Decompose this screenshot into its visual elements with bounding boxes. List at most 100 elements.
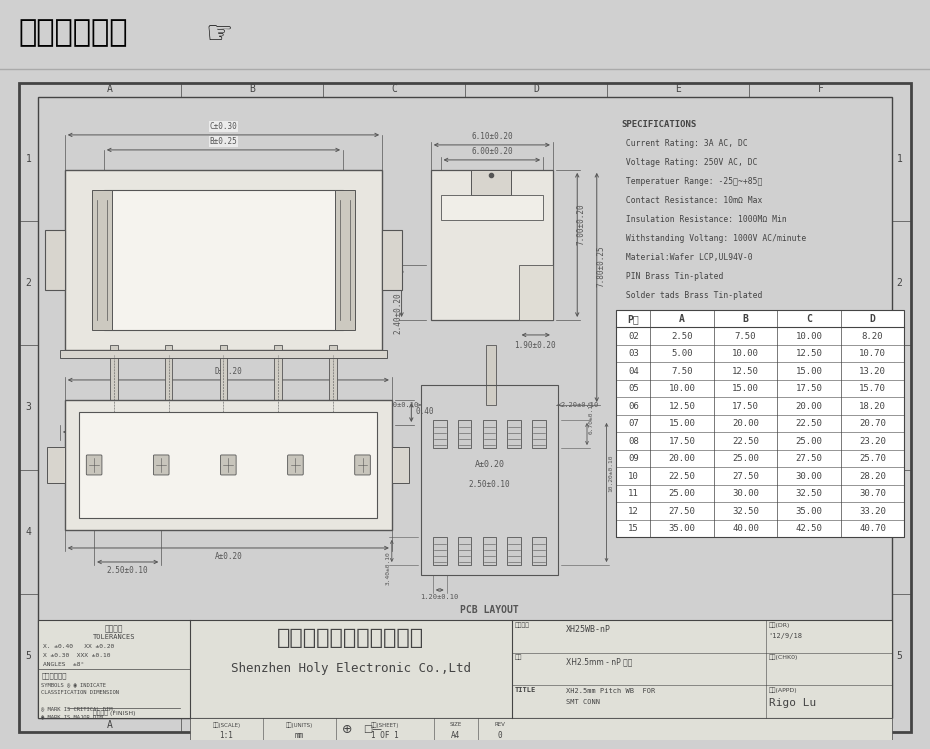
Bar bbox=[471, 170, 511, 195]
Text: 10.20±0.10: 10.20±0.10 bbox=[608, 455, 613, 493]
Bar bbox=[519, 265, 552, 320]
Bar bbox=[486, 345, 497, 405]
Text: 10: 10 bbox=[628, 472, 639, 481]
Text: TITLE: TITLE bbox=[515, 688, 536, 694]
Text: D±0.20: D±0.20 bbox=[215, 367, 242, 376]
Text: 1.20±0.10: 1.20±0.10 bbox=[420, 594, 458, 600]
Text: 17.50: 17.50 bbox=[795, 384, 822, 393]
Text: '12/9/18: '12/9/18 bbox=[768, 633, 803, 639]
Text: 5: 5 bbox=[897, 651, 902, 661]
Text: 27.50: 27.50 bbox=[669, 507, 696, 516]
Text: 30.00: 30.00 bbox=[795, 472, 822, 481]
Text: 10.00: 10.00 bbox=[669, 384, 696, 393]
Text: 15.00: 15.00 bbox=[669, 419, 696, 428]
Bar bbox=[60, 350, 387, 358]
Text: 28.20: 28.20 bbox=[859, 472, 886, 481]
Polygon shape bbox=[165, 415, 172, 428]
Text: 比例(SCALE): 比例(SCALE) bbox=[212, 722, 241, 727]
Text: 42.50: 42.50 bbox=[795, 524, 822, 533]
Text: D: D bbox=[533, 84, 539, 94]
Text: 04: 04 bbox=[628, 367, 639, 376]
Text: 15.70: 15.70 bbox=[859, 384, 886, 393]
Text: 10.70: 10.70 bbox=[859, 349, 886, 358]
Text: 4: 4 bbox=[26, 527, 32, 537]
Bar bbox=[617, 310, 904, 538]
FancyBboxPatch shape bbox=[354, 455, 370, 475]
Text: 表面处理 (FINISH): 表面处理 (FINISH) bbox=[93, 710, 136, 716]
Text: TOLERANCES: TOLERANCES bbox=[93, 634, 136, 640]
Text: 27.50: 27.50 bbox=[732, 472, 759, 481]
Text: F: F bbox=[817, 84, 823, 94]
FancyBboxPatch shape bbox=[287, 455, 303, 475]
Bar bbox=[79, 412, 378, 518]
Text: 03: 03 bbox=[628, 349, 639, 358]
Bar bbox=[483, 420, 497, 448]
Text: SPECIFICATIONS: SPECIFICATIONS bbox=[621, 120, 697, 129]
Text: ANGLES  ±8°: ANGLES ±8° bbox=[44, 662, 85, 667]
Text: REV: REV bbox=[494, 722, 505, 727]
Text: XH2.5mm - nP 卧贴: XH2.5mm - nP 卧贴 bbox=[565, 658, 631, 667]
Text: X ±0.30  XXX ±0.10: X ±0.30 XXX ±0.10 bbox=[44, 653, 111, 658]
Text: 7.00±0.20: 7.00±0.20 bbox=[577, 203, 586, 245]
Text: XH2.5mm Pitch WB  FOR: XH2.5mm Pitch WB FOR bbox=[565, 688, 655, 694]
Text: 33.20: 33.20 bbox=[859, 507, 886, 516]
Text: 02: 02 bbox=[628, 332, 639, 341]
Text: 32.50: 32.50 bbox=[732, 507, 759, 516]
Polygon shape bbox=[110, 415, 117, 428]
FancyBboxPatch shape bbox=[92, 190, 112, 330]
Text: 13.20: 13.20 bbox=[859, 367, 886, 376]
Text: 22.50: 22.50 bbox=[669, 472, 696, 481]
Text: 2.40±0.20: 2.40±0.20 bbox=[393, 292, 402, 334]
Text: SIZE: SIZE bbox=[449, 722, 462, 727]
Text: 30.00: 30.00 bbox=[732, 489, 759, 498]
Text: Shenzhen Holy Electronic Co.,Ltd: Shenzhen Holy Electronic Co.,Ltd bbox=[231, 662, 471, 675]
Text: 32.50: 32.50 bbox=[795, 489, 822, 498]
Bar bbox=[432, 420, 446, 448]
Text: 张数(SHEET): 张数(SHEET) bbox=[371, 722, 399, 727]
Bar bbox=[190, 718, 892, 740]
Text: A: A bbox=[679, 314, 685, 324]
Text: 12.50: 12.50 bbox=[795, 349, 822, 358]
Text: mm: mm bbox=[295, 731, 304, 740]
Text: 2.50±0.10: 2.50±0.10 bbox=[469, 480, 511, 489]
Text: Withstanding Voltang: 1000V AC/minute: Withstanding Voltang: 1000V AC/minute bbox=[621, 234, 806, 243]
Text: D: D bbox=[533, 720, 539, 730]
Bar bbox=[38, 620, 892, 718]
Text: 品名: 品名 bbox=[515, 655, 523, 661]
Bar bbox=[458, 420, 472, 448]
Bar bbox=[421, 385, 558, 575]
Polygon shape bbox=[274, 415, 282, 428]
Text: 22.50: 22.50 bbox=[795, 419, 822, 428]
Bar bbox=[532, 420, 546, 448]
Text: B: B bbox=[249, 720, 255, 730]
Text: ☞: ☞ bbox=[205, 20, 232, 49]
Text: 1 OF 1: 1 OF 1 bbox=[371, 731, 399, 740]
Text: E: E bbox=[675, 720, 681, 730]
Bar bbox=[104, 190, 343, 330]
Text: 40.70: 40.70 bbox=[859, 524, 886, 533]
Text: Voltage Rating: 250V AC, DC: Voltage Rating: 250V AC, DC bbox=[621, 158, 758, 167]
Text: 25.00: 25.00 bbox=[795, 437, 822, 446]
Text: A: A bbox=[107, 720, 113, 730]
Text: 单位(UNITS): 单位(UNITS) bbox=[286, 722, 313, 727]
Bar bbox=[46, 230, 65, 290]
Text: C: C bbox=[391, 84, 397, 94]
Text: 20.00: 20.00 bbox=[669, 454, 696, 463]
Text: 深圳市宏利电子有限公司: 深圳市宏利电子有限公司 bbox=[277, 628, 424, 648]
Text: 2.20±0.10: 2.20±0.10 bbox=[561, 402, 599, 408]
Text: C±0.30: C±0.30 bbox=[209, 122, 237, 131]
Text: 15: 15 bbox=[628, 524, 639, 533]
Text: 23.20: 23.20 bbox=[859, 437, 886, 446]
Text: 3: 3 bbox=[26, 402, 32, 413]
Text: ◉ MARK IS MAJOR DIM.: ◉ MARK IS MAJOR DIM. bbox=[42, 714, 106, 719]
Bar bbox=[432, 537, 446, 565]
Text: X. ±0.40   XX ±0.20: X. ±0.40 XX ±0.20 bbox=[44, 644, 114, 649]
Text: 核准(APPD): 核准(APPD) bbox=[768, 688, 797, 693]
Text: Contact Resistance: 10mΩ Max: Contact Resistance: 10mΩ Max bbox=[621, 196, 763, 205]
Bar bbox=[65, 400, 392, 530]
Text: 0: 0 bbox=[498, 731, 502, 740]
Text: Current Rating: 3A AC, DC: Current Rating: 3A AC, DC bbox=[621, 139, 748, 148]
Text: 25.00: 25.00 bbox=[669, 489, 696, 498]
Text: 6.00±0.20: 6.00±0.20 bbox=[471, 147, 512, 156]
Text: F: F bbox=[817, 720, 823, 730]
